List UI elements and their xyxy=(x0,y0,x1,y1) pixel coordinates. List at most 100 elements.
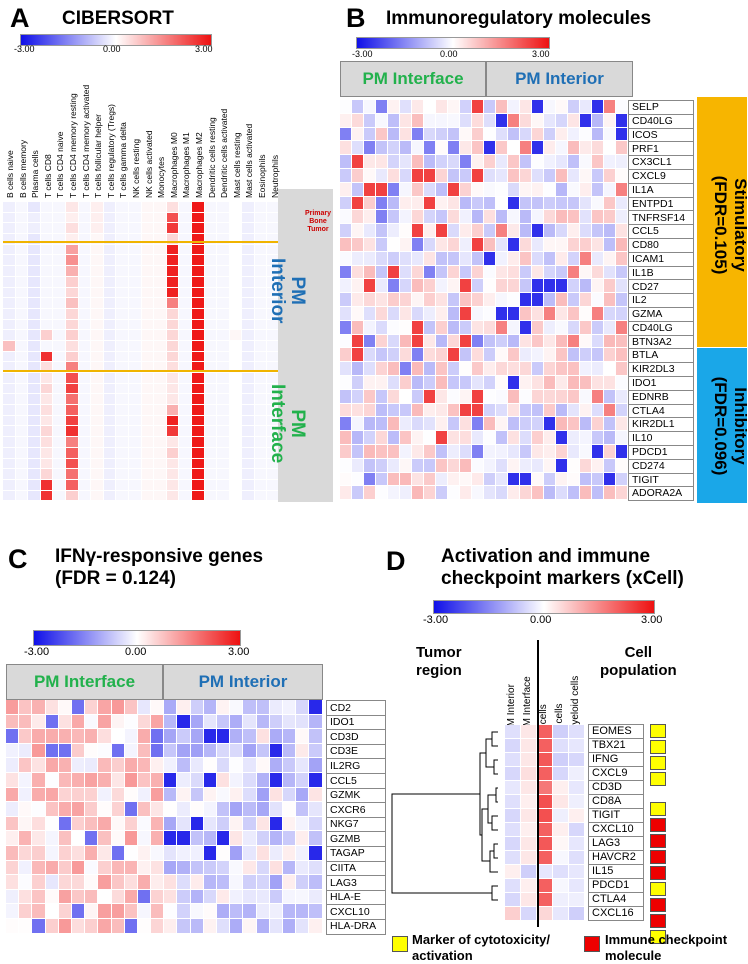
panel-b-cell xyxy=(448,375,460,390)
panel-b-stimulatory-label: Stimulatory (FDR=0.105) xyxy=(711,175,748,275)
panel-c-cell xyxy=(256,889,270,905)
panel-a-column-label: Plasma cells xyxy=(30,150,41,198)
panel-b-cell xyxy=(508,486,520,501)
panel-a-cell xyxy=(154,212,167,224)
panel-b-cell xyxy=(580,389,592,404)
panel-b-cell xyxy=(460,334,472,349)
panel-b-cell xyxy=(364,265,376,280)
panel-a-cell xyxy=(229,212,243,224)
panel-a-cell xyxy=(91,415,104,427)
panel-b-cell xyxy=(508,375,520,390)
panel-c-cell xyxy=(203,700,217,715)
panel-c-cell xyxy=(282,729,297,744)
panel-a-cell xyxy=(254,223,268,235)
panel-c-cell xyxy=(58,802,72,817)
panel-a-cell xyxy=(116,202,129,213)
panel-c-cell xyxy=(151,845,165,861)
panel-b-cell xyxy=(544,127,556,142)
panel-b-cell xyxy=(388,472,400,487)
panel-d-cell xyxy=(521,879,537,893)
panel-a-cell xyxy=(15,383,29,395)
panel-a-cell xyxy=(40,287,54,299)
panel-a-cell xyxy=(103,298,117,309)
panel-a-cell xyxy=(65,447,79,459)
panel-a-cell xyxy=(3,405,16,416)
panel-b-cell xyxy=(508,472,520,487)
panel-b-cell xyxy=(556,306,568,321)
panel-a-cell xyxy=(154,479,167,491)
panel-b-cell xyxy=(556,417,568,432)
panel-c-cell xyxy=(6,889,20,905)
panel-b-cell xyxy=(376,210,388,225)
panel-a-cell xyxy=(242,415,255,427)
panel-c-cell xyxy=(243,802,257,817)
panel-c-cell xyxy=(85,918,99,934)
panel-a-cell xyxy=(166,394,180,406)
panel-a-cell xyxy=(53,287,66,299)
panel-d-cell xyxy=(505,767,521,781)
panel-c-cell xyxy=(282,875,297,890)
panel-b-cell xyxy=(556,472,568,487)
panel-c-cell xyxy=(19,802,33,817)
panel-b-cell xyxy=(544,306,556,321)
panel-b-cell xyxy=(520,348,532,363)
panel-a-cell xyxy=(103,234,117,245)
panel-b-cell xyxy=(604,444,616,459)
panel-b-cell xyxy=(472,293,484,307)
panel-b-cell xyxy=(484,100,496,114)
legend-cytotoxic-label: Marker of cytotoxicity/ activation xyxy=(412,932,550,963)
panel-a-cell xyxy=(116,373,129,384)
panel-c-cell xyxy=(309,831,323,846)
panel-a-cell xyxy=(28,479,41,491)
panel-a-cell xyxy=(3,447,16,459)
panel-b-cell xyxy=(352,100,364,114)
panel-b-cell xyxy=(604,113,616,128)
panel-a-cell xyxy=(78,308,92,320)
panel-c-cell xyxy=(111,700,125,715)
panel-a-cell xyxy=(179,394,192,406)
panel-a-cell xyxy=(179,223,192,235)
panel-c-cell xyxy=(309,904,323,919)
panel-b-cell xyxy=(400,444,412,459)
panel-b-cell xyxy=(544,100,556,114)
panel-b-cell xyxy=(484,251,496,266)
panel-a-cell xyxy=(103,437,117,448)
panel-c-cell xyxy=(282,787,297,803)
panel-b-cell xyxy=(532,237,544,252)
panel-c-cell xyxy=(137,729,152,744)
panel-a-cell xyxy=(242,255,255,267)
panel-b-cell xyxy=(532,444,544,459)
panel-c-cell xyxy=(203,831,217,846)
panel-d-gene-label: CXCL9 xyxy=(588,767,644,781)
panel-b-colorbar xyxy=(356,37,550,49)
panel-a-cell xyxy=(217,266,230,277)
panel-a-cell xyxy=(15,266,29,277)
panel-b-cell xyxy=(388,182,400,197)
panel-a-column-label: T cells CD4 memory activated xyxy=(80,84,91,198)
panel-a-cell xyxy=(191,212,205,224)
panel-c-cell xyxy=(45,772,59,788)
panel-a-cell xyxy=(204,362,218,373)
panel-a-cell xyxy=(191,340,205,352)
panel-a-cell xyxy=(154,362,167,373)
panel-a-cell xyxy=(204,394,218,406)
panel-a-cell xyxy=(53,202,66,213)
panel-a-cell xyxy=(53,437,66,448)
panel-b-heatmap xyxy=(340,100,628,501)
panel-b-cell xyxy=(556,251,568,266)
panel-a-cell xyxy=(28,298,41,309)
panel-c-cell xyxy=(45,802,59,817)
legend-cytotoxic-swatch xyxy=(392,936,408,952)
panel-b-cell xyxy=(472,100,484,114)
panel-a-cell xyxy=(91,287,104,299)
panel-b-cell xyxy=(580,375,592,390)
panel-a-column-label: NK cells resting xyxy=(131,138,141,198)
panel-c-cell xyxy=(71,743,86,759)
panel-c-cell xyxy=(85,787,99,803)
panel-a-cell xyxy=(91,479,104,491)
panel-a-cell xyxy=(191,266,205,277)
panel-c-cell xyxy=(282,860,297,876)
panel-a-cell xyxy=(116,437,129,448)
panel-b-cell xyxy=(520,444,532,459)
panel-b-cell xyxy=(532,431,544,445)
